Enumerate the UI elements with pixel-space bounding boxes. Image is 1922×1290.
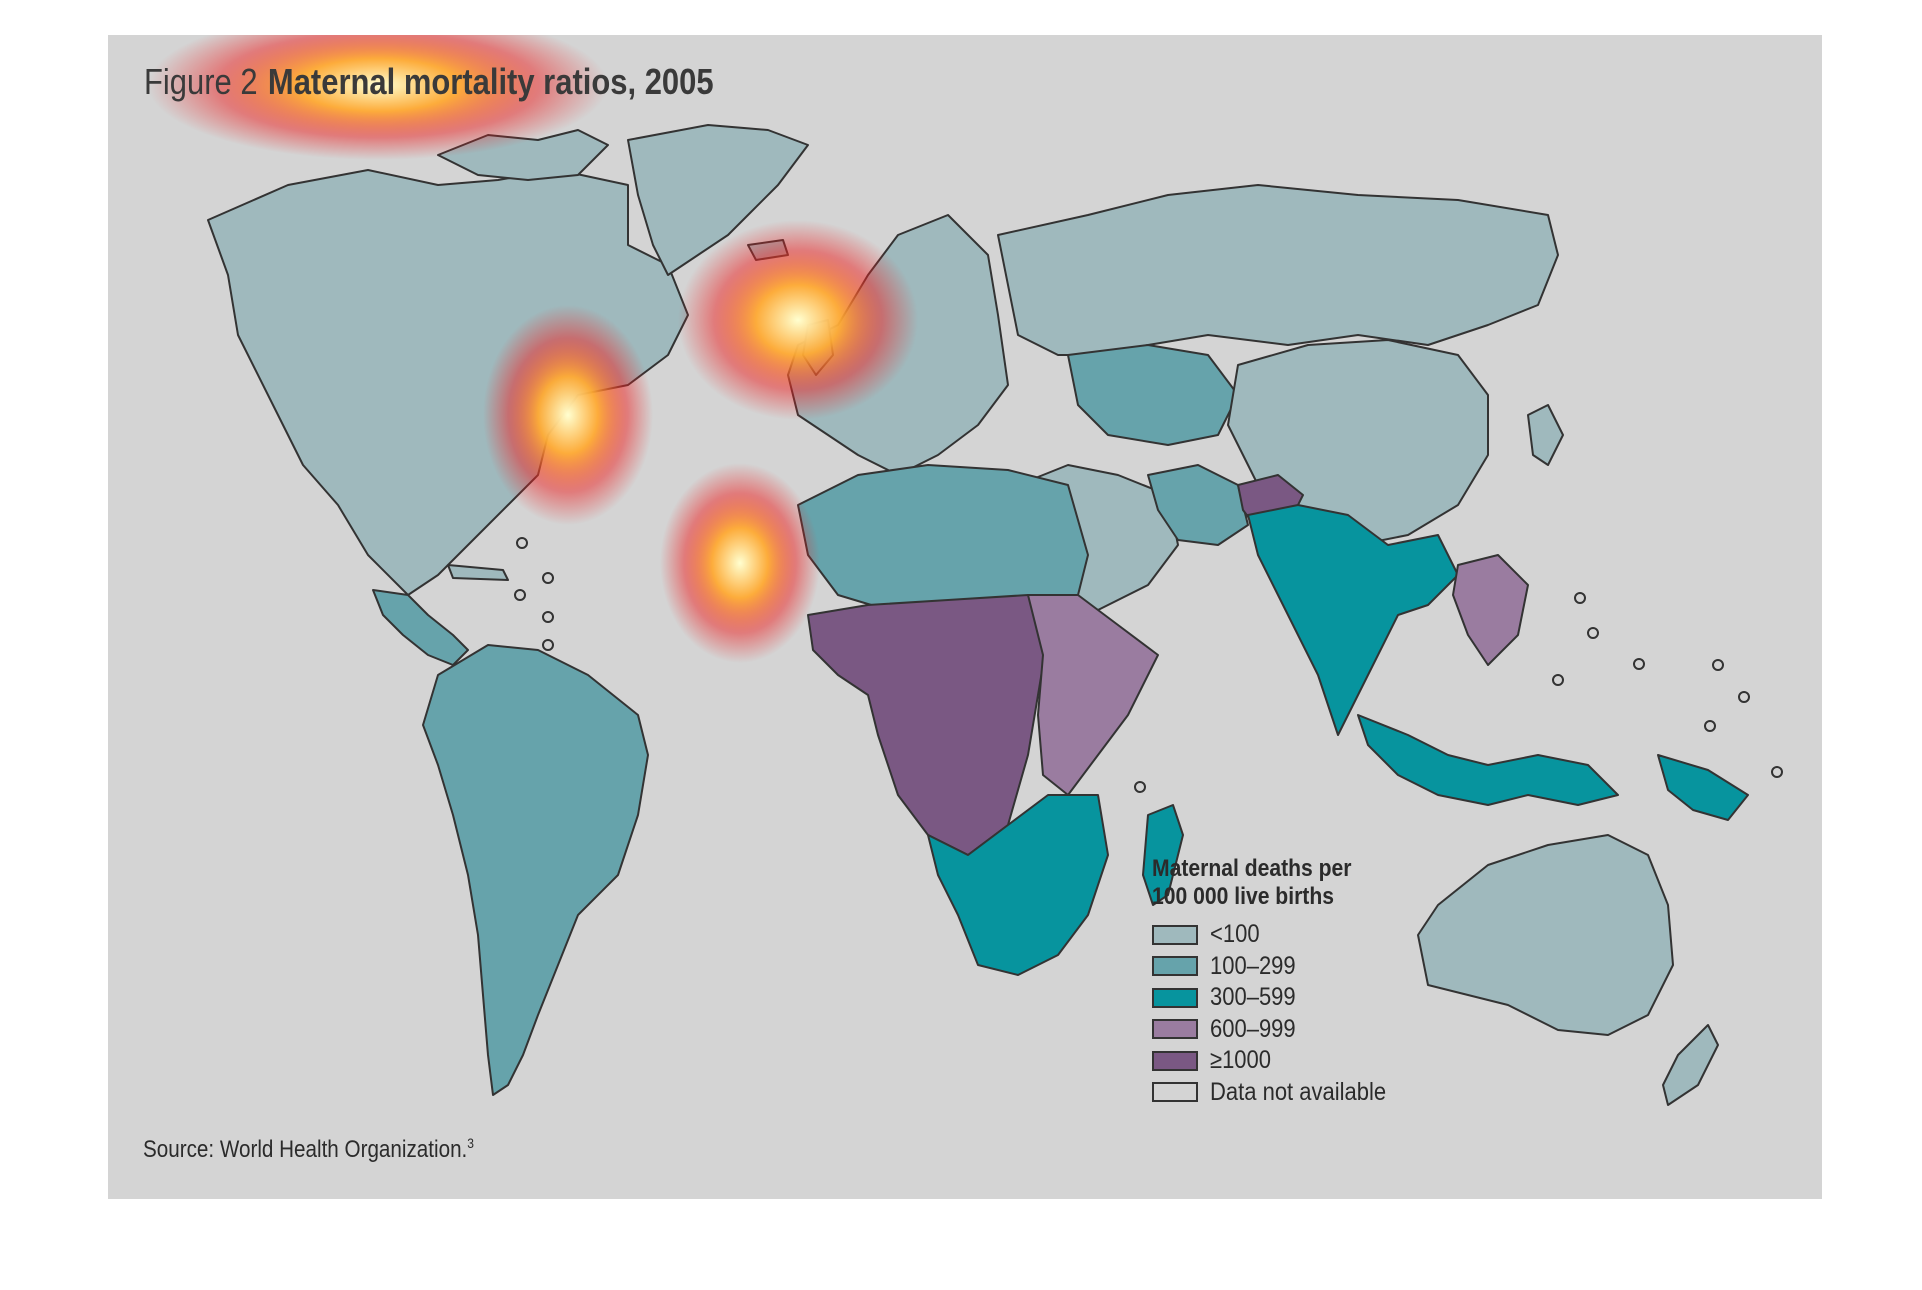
legend-item: <100 (1152, 919, 1492, 951)
region-south-america (422, 644, 649, 1096)
island-marker (1712, 659, 1724, 671)
heat-spot (678, 220, 918, 420)
legend-title-line2: 100 000 live births (1152, 883, 1334, 910)
region-west-central-africa (807, 594, 1049, 856)
island-marker (1574, 592, 1586, 604)
legend-swatch (1152, 956, 1198, 977)
source-note: Source: World Health Organization.3 (143, 1135, 474, 1164)
heat-spot (483, 305, 653, 525)
legend-swatch (1152, 987, 1198, 1008)
region-central-asia (1067, 344, 1239, 446)
island-marker (1587, 627, 1599, 639)
legend-swatch (1152, 1019, 1198, 1040)
source-footnote: 3 (467, 1135, 474, 1151)
legend-item: 600–999 (1152, 1014, 1492, 1046)
legend-items: <100 100–299 300–599 600–999 ≥1000 Data … (1152, 919, 1492, 1108)
legend-label: 100–299 (1210, 951, 1296, 980)
legend-item: ≥1000 (1152, 1045, 1492, 1077)
legend-item: Data not available (1152, 1077, 1492, 1109)
region-australia (1417, 834, 1674, 1036)
region-papua-new-guinea (1657, 754, 1749, 821)
heat-overlay (148, 35, 918, 663)
island-marker (1633, 658, 1645, 670)
region-central-america (372, 589, 469, 666)
figure-label: Figure 2 (144, 61, 258, 102)
region-southern-africa (927, 794, 1109, 976)
legend-swatch (1152, 1050, 1198, 1071)
island-marker (514, 589, 526, 601)
region-east-africa (1027, 594, 1159, 796)
region-caribbean (447, 564, 509, 581)
legend-label: <100 (1210, 920, 1260, 949)
legend-item: 300–599 (1152, 982, 1492, 1014)
region-japan (1527, 404, 1564, 466)
island-marker (1552, 674, 1564, 686)
region-southeast-asia (1452, 554, 1529, 666)
figure-main-title: Maternal mortality ratios, 2005 (267, 61, 714, 102)
island-marker (516, 537, 528, 549)
region-russia (997, 184, 1559, 356)
legend-label: ≥1000 (1210, 1046, 1272, 1075)
region-north-africa (797, 464, 1089, 611)
legend-title: Maternal deaths per 100 000 live births (1152, 855, 1451, 911)
figure-title: Figure 2 Maternal mortality ratios, 2005 (144, 61, 714, 103)
legend-label: 600–999 (1210, 1014, 1296, 1043)
island-marker (1771, 766, 1783, 778)
island-marker (542, 611, 554, 623)
legend: Maternal deaths per 100 000 live births … (1152, 855, 1492, 1108)
region-greenland (627, 124, 809, 276)
region-iran (1147, 464, 1249, 546)
source-text: Source: World Health Organization. (143, 1136, 468, 1163)
island-marker (1738, 691, 1750, 703)
legend-swatch (1152, 1082, 1198, 1103)
legend-item: 100–299 (1152, 951, 1492, 983)
world-map (148, 35, 1783, 1106)
island-marker (542, 572, 554, 584)
legend-label: Data not available (1210, 1077, 1387, 1106)
island-marker (1704, 720, 1716, 732)
heat-spot (660, 463, 820, 663)
legend-title-line1: Maternal deaths per (1152, 855, 1352, 882)
heat-spot (148, 35, 608, 160)
region-south-asia (1247, 504, 1459, 736)
region-madagascar (1142, 804, 1184, 906)
figure-panel: Figure 2 Maternal mortality ratios, 2005 … (108, 35, 1822, 1199)
island-marker (1134, 781, 1146, 793)
island-marker (542, 639, 554, 651)
region-new-zealand (1662, 1024, 1719, 1106)
legend-label: 300–599 (1210, 983, 1296, 1012)
region-indonesia (1357, 714, 1619, 806)
legend-swatch (1152, 924, 1198, 945)
